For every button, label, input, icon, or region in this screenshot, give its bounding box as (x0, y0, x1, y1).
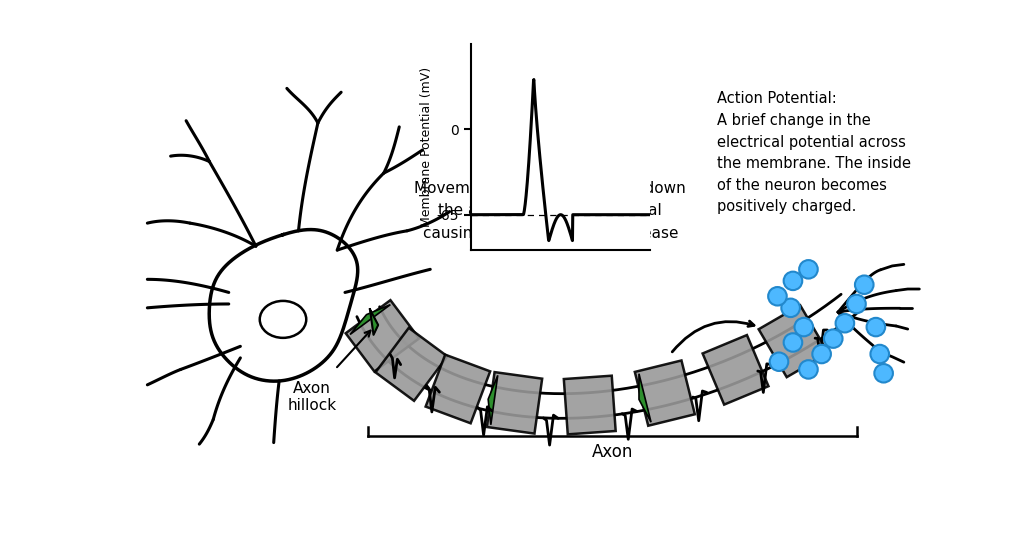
Polygon shape (635, 361, 695, 426)
Polygon shape (639, 374, 651, 422)
Circle shape (855, 275, 873, 294)
Circle shape (874, 364, 893, 382)
Circle shape (770, 353, 788, 371)
Polygon shape (702, 335, 768, 405)
Circle shape (836, 314, 854, 332)
Polygon shape (370, 310, 378, 335)
Polygon shape (357, 294, 856, 418)
Text: Movement of action potential down
the axon toward the terminal
causing neurotran: Movement of action potential down the ax… (415, 181, 686, 240)
Polygon shape (488, 375, 498, 425)
Circle shape (866, 318, 885, 336)
Text: Axon: Axon (592, 443, 633, 461)
Circle shape (799, 260, 818, 279)
Circle shape (799, 360, 818, 379)
Circle shape (795, 318, 813, 336)
Circle shape (847, 295, 866, 313)
Polygon shape (376, 328, 447, 401)
Circle shape (783, 333, 802, 352)
Polygon shape (486, 372, 542, 434)
Polygon shape (564, 376, 615, 434)
Polygon shape (759, 305, 828, 377)
Circle shape (870, 345, 889, 363)
Text: Axon
hillock: Axon hillock (288, 381, 337, 413)
Circle shape (812, 345, 830, 363)
Circle shape (781, 299, 800, 317)
Circle shape (783, 271, 802, 290)
Text: Action Potential:
A brief change in the
electrical potential across
the membrane: Action Potential: A brief change in the … (717, 91, 911, 214)
Polygon shape (346, 300, 419, 372)
Circle shape (824, 329, 843, 348)
Circle shape (768, 287, 786, 306)
Polygon shape (350, 305, 390, 335)
Polygon shape (426, 355, 490, 423)
Y-axis label: Membrane Potential (mV): Membrane Potential (mV) (420, 67, 432, 227)
Polygon shape (209, 230, 357, 381)
